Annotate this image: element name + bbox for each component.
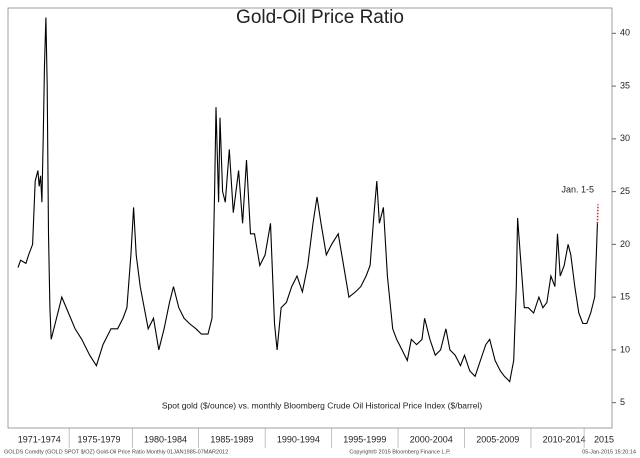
x-tick-label: 2015 [594, 434, 614, 444]
footer: 05-Jan-2015 15:20:14 [582, 449, 636, 455]
y-tick-label: 30 [620, 133, 630, 143]
x-tick-label: 1985-1989 [210, 434, 253, 444]
plot-frame [7, 7, 613, 429]
y-tick-label: 40 [620, 28, 630, 38]
footer: GOLDS Comdty (GOLD SPOT $/OZ) Gold-Oil P… [4, 449, 228, 455]
y-tick-label: 5 [620, 397, 625, 407]
x-tick-label: 1980-1984 [144, 434, 187, 444]
x-tick-label: 2005-2009 [476, 434, 519, 444]
y-tick-label: 15 [620, 292, 630, 302]
line-series [596, 204, 599, 224]
x-tick-label: 2010-2014 [543, 434, 586, 444]
y-tick-label: 25 [620, 186, 630, 196]
footer: Copyright© 2015 Bloomberg Finance L.P. [349, 448, 451, 455]
y-tick-label: 10 [620, 344, 630, 354]
line-series [17, 17, 598, 383]
x-tick-label: 2000-2004 [410, 434, 453, 444]
y-tick-label: 20 [620, 239, 630, 249]
subtitle: Spot gold ($/ounce) vs. monthly Bloomber… [162, 400, 482, 410]
annotation: Jan. 1-5 [562, 185, 595, 195]
x-tick-label: 1975-1979 [78, 434, 121, 444]
x-tick-label: 1990-1994 [277, 434, 320, 444]
chart-title: Gold-Oil Price Ratio [236, 7, 404, 28]
x-tick-label: 1995-1999 [343, 434, 386, 444]
y-tick-label: 35 [620, 80, 630, 90]
x-tick-label: 1971-1974 [18, 434, 61, 444]
